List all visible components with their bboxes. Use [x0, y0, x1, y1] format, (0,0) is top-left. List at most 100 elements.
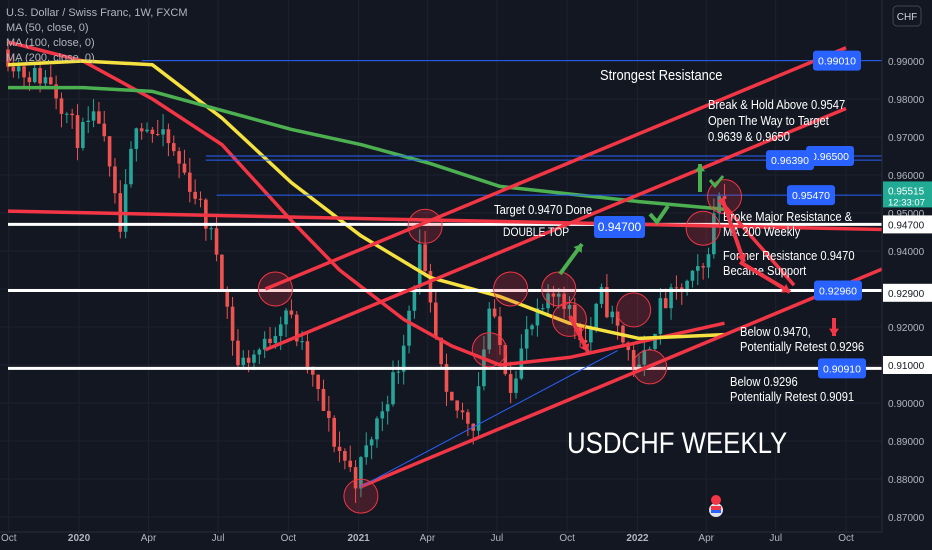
- arrow-head: [828, 328, 840, 336]
- candle-body: [327, 410, 331, 418]
- candle-body: [605, 287, 609, 318]
- candle-body: [150, 129, 155, 135]
- candle-body: [658, 298, 663, 334]
- candle-body: [236, 340, 240, 366]
- arrow-head: [781, 283, 790, 293]
- y-tick-label: 0.89000: [888, 437, 925, 448]
- candle-body: [27, 77, 32, 83]
- pivot-circle: [493, 271, 529, 307]
- candle-body: [460, 410, 465, 413]
- pivot-circle: [632, 349, 668, 385]
- candle-body: [220, 254, 224, 291]
- annotation-broke-major: MA 200 Weekly: [723, 224, 801, 239]
- chart-title-annotation: USDCHF WEEKLY: [567, 426, 788, 459]
- current-price-label: 0.95515: [888, 186, 925, 197]
- candle-body: [182, 163, 187, 173]
- y-tick-label: 0.98000: [888, 95, 925, 106]
- candle-body: [300, 341, 304, 343]
- x-tick-label: Jul: [490, 533, 503, 544]
- candle-body: [38, 67, 42, 84]
- candle-body: [455, 400, 459, 411]
- y-tick-label: 0.99000: [888, 57, 925, 68]
- candle-body: [466, 412, 470, 424]
- candle-body: [102, 123, 107, 137]
- candle-body: [337, 446, 342, 452]
- candle-body: [583, 340, 588, 343]
- ma-50-label: MA (50, close, 0): [6, 22, 89, 34]
- arrow-up-break: [694, 164, 706, 192]
- x-tick-label: Jul: [212, 533, 225, 544]
- candle-body: [375, 418, 379, 440]
- axis-mark-label: 0.92900: [888, 289, 925, 300]
- candle-body: [268, 338, 272, 344]
- pivot-circle: [707, 179, 743, 215]
- pivot-circle: [257, 271, 293, 307]
- candle-body: [113, 166, 117, 194]
- arrow-down-double-top: [568, 315, 590, 353]
- candle-body: [230, 306, 235, 341]
- flag-icon-stripe: [711, 510, 721, 513]
- candle-body: [161, 129, 165, 135]
- y-tick-label: 0.88000: [888, 475, 925, 486]
- candle-body: [492, 308, 497, 317]
- channel-line: [264, 46, 847, 291]
- x-tick-label: 2020: [68, 533, 91, 544]
- candle-body: [433, 302, 438, 338]
- candle-body: [412, 286, 417, 311]
- arrow-down-below: [828, 318, 840, 336]
- price-badge-label: 0.92960: [819, 286, 857, 298]
- candle-body: [129, 148, 133, 185]
- x-tick-label: Oct: [838, 533, 854, 544]
- arrow-head: [736, 253, 747, 262]
- x-tick-label: Apr: [698, 533, 714, 544]
- candle-body: [134, 128, 139, 149]
- candle-body: [610, 311, 615, 318]
- candle-body: [524, 329, 529, 349]
- candle-body: [123, 184, 128, 232]
- candle-body: [166, 129, 171, 144]
- candle-body: [508, 374, 513, 393]
- y-tick-label: 0.97000: [888, 133, 925, 144]
- arrow-shaft: [738, 260, 792, 294]
- candle-body: [198, 198, 203, 200]
- candle-body: [278, 324, 283, 337]
- candle-body: [540, 308, 545, 310]
- candle-body: [177, 151, 181, 164]
- arrow-up-target: [558, 242, 584, 276]
- candle-body: [332, 417, 336, 447]
- candle-body: [712, 213, 716, 255]
- annotation-below-0947: Potentially Retest 0.9296: [740, 339, 864, 354]
- candle-body: [6, 49, 10, 67]
- candle-body: [498, 316, 502, 345]
- candle-body: [369, 439, 374, 446]
- trend-line: [360, 350, 618, 488]
- candle-body: [423, 244, 427, 272]
- price-badge-label: 0.90910: [823, 363, 861, 375]
- axis-mark-bg: [883, 356, 932, 374]
- candle-body: [503, 344, 508, 375]
- annotation-former-resistance: Former Resistance 0.9470: [723, 248, 855, 263]
- candle-body: [385, 404, 390, 412]
- current-price-bg: [883, 181, 932, 208]
- y-tick-label: 0.95000: [888, 209, 925, 220]
- candle-body: [551, 293, 556, 297]
- flag-icon-stripe: [711, 506, 721, 510]
- candle-body: [59, 98, 64, 114]
- currency-button: [892, 5, 922, 27]
- ma-100-label: MA (100, close, 0): [6, 37, 95, 49]
- y-tick-label: 0.96000: [888, 171, 925, 182]
- candle-body: [391, 372, 395, 405]
- candle-body: [653, 333, 657, 349]
- candle-body: [717, 196, 721, 214]
- arrow-down-broke: [720, 197, 747, 263]
- candle-body: [257, 349, 262, 355]
- annotation-double-top: DOUBLE TOP: [503, 226, 569, 239]
- arrow-head: [580, 343, 590, 352]
- annotation-below-09296: Below 0.9296: [730, 374, 798, 389]
- candle-body: [97, 111, 101, 124]
- candle-body: [642, 350, 647, 365]
- price-badge: [806, 146, 854, 166]
- candle-body: [289, 310, 294, 315]
- pivot-circle: [471, 332, 507, 368]
